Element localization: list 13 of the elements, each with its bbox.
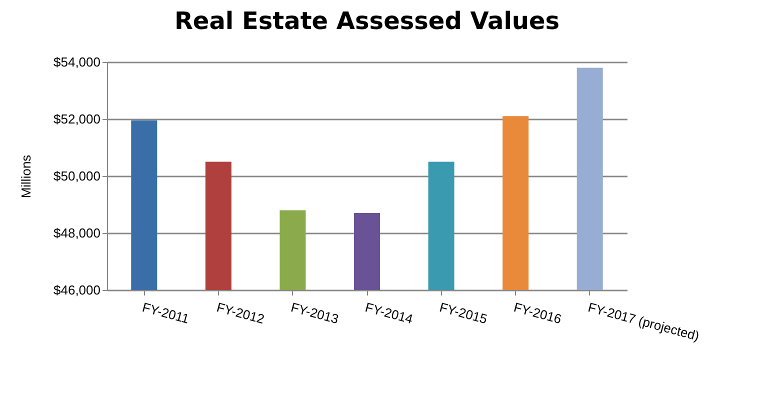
y-tick-label: $52,000 [54,112,100,126]
y-tick-label: $48,000 [54,226,100,240]
y-axis-title: Millions [18,154,34,198]
y-tick-label: $54,000 [54,54,100,70]
y-tick-label: $46,000 [54,282,100,298]
x-tick-label: FY-2011 [140,300,191,326]
chart-title: Real Estate Assessed Values [174,7,560,35]
x-tick-label: FY-2014 [364,300,415,327]
x-tick-label: FY-2012 [215,300,266,327]
x-tick-label: FY-2015 [438,300,489,327]
y-tick-label: $50,000 [54,168,100,184]
x-tick-label: FY-2013 [289,300,340,327]
x-tick-label: FY-2016 [512,300,564,327]
